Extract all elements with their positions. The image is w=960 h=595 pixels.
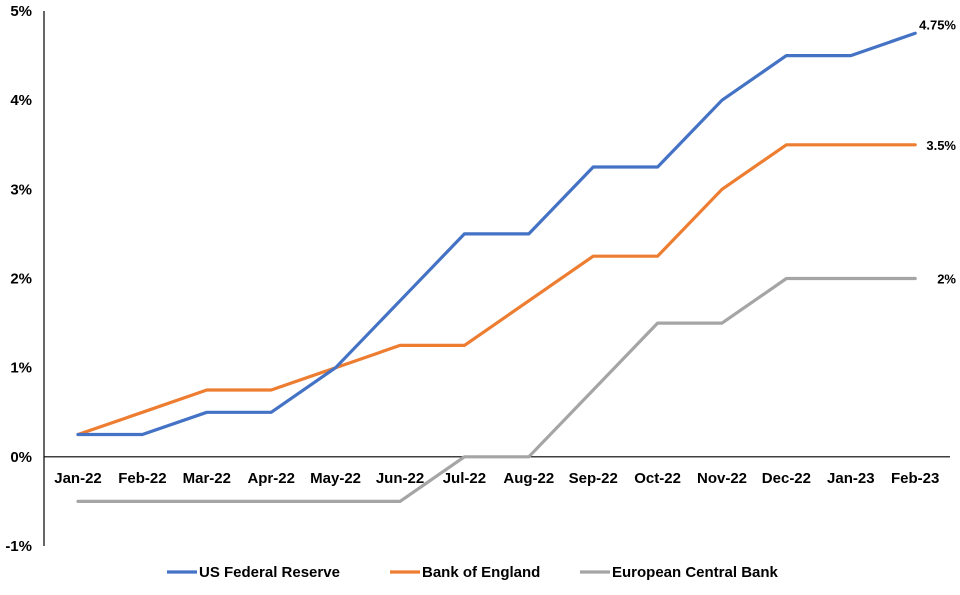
series-lines	[76, 31, 917, 503]
end-value-label: 3.5%	[926, 138, 956, 153]
x-axis: Jan-22 Feb-22 Mar-22 Apr-22 May-22 Jun-22 Jul-…	[44, 456, 950, 487]
x-tick-label: Jun-22	[376, 470, 424, 487]
x-tick-label: Apr-22	[247, 470, 295, 487]
legend-label: Bank of England	[422, 564, 540, 581]
series-line-bank-of-england	[76, 143, 917, 437]
y-tick-label: 2%	[10, 271, 32, 288]
x-tick-label: Aug-22	[503, 470, 554, 487]
legend-label: US Federal Reserve	[199, 564, 340, 581]
y-tick-label: 3%	[10, 181, 32, 198]
x-tick-label: Jul-22	[443, 470, 486, 487]
legend-label: European Central Bank	[612, 564, 779, 581]
x-tick-label: Dec-22	[762, 470, 811, 487]
y-tick-label: 0%	[10, 449, 32, 466]
end-value-label: 2%	[937, 272, 956, 287]
y-tick-label: -1%	[5, 538, 32, 555]
end-value-label: 4.75%	[919, 17, 956, 32]
x-tick-label: Oct-22	[634, 470, 681, 487]
x-tick-label: Feb-22	[118, 470, 166, 487]
y-tick-label: 4%	[10, 92, 32, 109]
x-tick-label: Jan-22	[54, 470, 102, 487]
x-tick-label: May-22	[310, 470, 361, 487]
series-line-european-central-bank	[76, 276, 917, 503]
y-axis: -1% 0% 1% 2% 3% 4% 5%	[5, 3, 45, 555]
series-line-us-federal-reserve	[76, 31, 917, 437]
x-tick-label: Mar-22	[183, 470, 231, 487]
y-tick-label: 1%	[10, 360, 32, 377]
legend: US Federal Reserve Bank of England Europea…	[167, 564, 779, 581]
x-tick-label: Jan-23	[827, 470, 875, 487]
x-tick-label: Feb-23	[891, 470, 939, 487]
y-tick-label: 5%	[10, 3, 32, 20]
x-tick-label: Sep-22	[569, 470, 618, 487]
x-tick-label: Nov-22	[697, 470, 747, 487]
end-labels: 2% 3.5% 4.75%	[919, 17, 956, 286]
